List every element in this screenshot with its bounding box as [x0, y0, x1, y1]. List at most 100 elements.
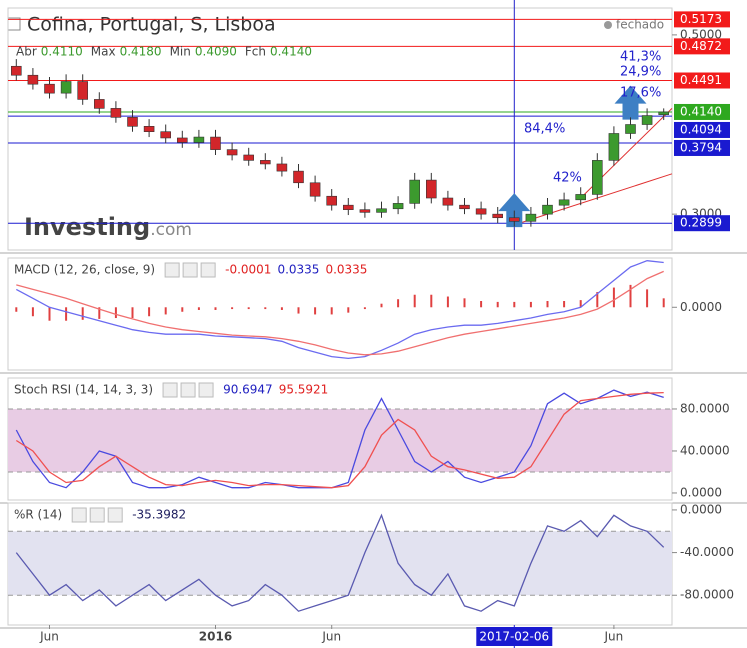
y-tick-label: -40.0000	[680, 545, 734, 559]
candle-body	[376, 208, 387, 213]
x-tick-label: Jun	[39, 630, 59, 644]
candle-body	[475, 208, 487, 215]
settings-icon[interactable]	[71, 507, 87, 523]
candle-body	[426, 179, 437, 199]
indicator-line	[16, 270, 664, 356]
date-highlight	[476, 627, 553, 646]
indicator-value: 0.0335	[277, 263, 319, 277]
watermark: .com	[150, 220, 192, 240]
candle-body	[343, 204, 354, 210]
config-icon[interactable]	[180, 382, 196, 398]
y-tick-label: 0.0000	[680, 300, 722, 314]
close-icon[interactable]	[200, 262, 216, 278]
close-icon[interactable]	[198, 382, 214, 398]
y-tick-label: 40.0000	[680, 443, 730, 457]
candle-body	[558, 199, 570, 206]
y-tick-label: 80.0000	[680, 401, 730, 415]
legend-label: Fch	[245, 45, 266, 59]
indicator-line	[15, 389, 664, 489]
level-box	[674, 38, 730, 55]
up-arrow	[498, 193, 531, 228]
candle-body	[326, 195, 337, 206]
level-label: 0.2899	[680, 216, 722, 230]
legend-label: Max	[91, 45, 116, 59]
panel-frame	[7, 7, 673, 251]
config-icon[interactable]	[89, 507, 105, 523]
legend-value: 0.4110	[41, 45, 83, 59]
candle-body	[392, 203, 404, 210]
annotation: 42%	[553, 171, 582, 186]
x-tick-label: Jun	[321, 630, 341, 644]
candle-body	[110, 108, 122, 118]
level-box	[674, 215, 730, 232]
level-box	[674, 72, 730, 89]
band	[8, 408, 672, 472]
x-tick-label: Jun	[604, 630, 624, 644]
legend-value: 0.4180	[120, 45, 162, 59]
candle-body	[143, 126, 155, 132]
candle-body	[127, 117, 138, 127]
indicator-title: %R (14)	[14, 508, 62, 522]
indicator-line	[15, 513, 665, 612]
indicator-value: 95.5921	[279, 383, 329, 397]
candle-body	[309, 182, 321, 197]
candle-body	[160, 131, 171, 139]
level-box	[674, 103, 730, 120]
close-icon[interactable]	[107, 507, 123, 523]
candle-body	[409, 179, 420, 204]
level-label: 0.4872	[680, 39, 722, 53]
level-box	[674, 11, 730, 28]
band	[8, 531, 672, 596]
panel-frame	[7, 257, 673, 371]
indicator-value: 0.0335	[325, 263, 367, 277]
legend-value: 0.4090	[195, 45, 237, 59]
y-tick-label: 0.0000	[680, 502, 722, 516]
legend-value: 0.4140	[270, 45, 312, 59]
y-tick-label: 0.0000	[680, 485, 722, 499]
level-box	[674, 121, 730, 138]
indicator-title: MACD (12, 26, close, 9)	[14, 263, 155, 277]
level-label: 0.3794	[680, 140, 722, 154]
level-label: 0.5173	[680, 12, 722, 26]
indicator-line	[15, 260, 664, 360]
candle-body	[625, 124, 636, 134]
indicator-title: Stoch RSI (14, 14, 3, 3)	[14, 383, 153, 397]
annotation: 17,6%	[620, 86, 661, 101]
annotation: 84,4%	[524, 122, 565, 137]
watermark: Investing	[24, 213, 150, 241]
candle-body	[542, 204, 553, 215]
indicator-line	[15, 391, 664, 489]
level-box	[674, 139, 730, 156]
candle-body	[177, 137, 188, 143]
indicator-value: -0.0001	[225, 263, 271, 277]
candle-body	[293, 170, 304, 184]
x-tick-label: 2016	[199, 630, 232, 644]
settings-icon[interactable]	[164, 262, 180, 278]
level-label: 0.4094	[680, 122, 722, 136]
status-dot	[604, 21, 612, 29]
candle-body	[94, 99, 105, 109]
candle-body	[226, 149, 238, 156]
candle-body	[243, 154, 254, 161]
settings-icon[interactable]	[162, 382, 178, 398]
candle-body	[193, 136, 205, 143]
candle-body	[210, 136, 221, 150]
candle-body	[509, 217, 520, 222]
config-icon[interactable]	[182, 262, 198, 278]
candle-body	[459, 204, 470, 210]
level-label: 0.4491	[680, 73, 722, 87]
y-tick-label: -80.0000	[680, 588, 734, 602]
indicator-value: 90.6947	[223, 383, 273, 397]
candle-body	[492, 213, 503, 219]
candle-body	[276, 163, 288, 172]
level-label: 0.4140	[680, 104, 722, 118]
annotation: 24,9%	[620, 65, 661, 80]
candle-body	[60, 81, 72, 94]
y-tick-label: 0.5000	[680, 27, 722, 41]
annotation: 41,3%	[620, 50, 661, 65]
candle-body	[641, 115, 653, 125]
candle-body	[442, 197, 454, 206]
up-arrow	[614, 85, 647, 120]
candle-body	[575, 194, 586, 201]
